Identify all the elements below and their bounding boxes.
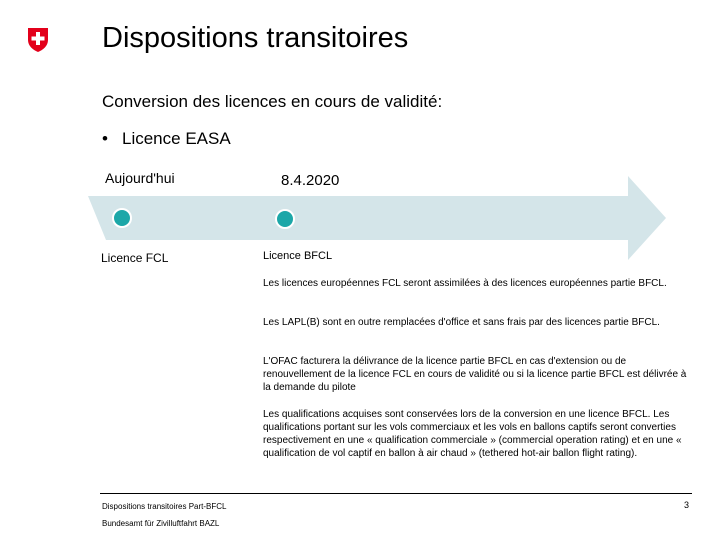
bullet-item: • Licence EASA — [102, 129, 231, 149]
page-number: 3 — [684, 500, 690, 510]
paragraph-billing: L'OFAC facturera la délivrance de la lic… — [263, 356, 687, 393]
timeline-arrow-shape — [88, 176, 666, 260]
slide-subtitle: Conversion des licences en cours de vali… — [102, 92, 443, 111]
timeline-marker-start — [112, 208, 132, 228]
timeline-end-label: 8.4.2020 — [281, 172, 340, 189]
timeline-arrow — [88, 176, 666, 260]
timeline-marker-end — [275, 209, 295, 229]
footer-agency: Bundesamt für Zivilluftfahrt BAZL — [102, 519, 220, 528]
paragraph-qualifications: Les qualifications acquises sont conserv… — [263, 409, 682, 459]
page-title: Dispositions transitoires — [102, 22, 409, 54]
bullet-marker: • — [102, 129, 108, 148]
swiss-shield-icon — [28, 28, 48, 52]
paragraph-assimilation: Les licences européennes FCL seront assi… — [263, 278, 667, 289]
timeline-start-label: Aujourd'hui — [105, 170, 175, 186]
footer-title: Dispositions transitoires Part-BFCL — [102, 502, 227, 511]
footer-divider — [100, 493, 692, 494]
paragraph-lapl: Les LAPL(B) sont en outre remplacées d'o… — [263, 317, 660, 328]
start-licence-label: Licence FCL — [101, 251, 169, 265]
end-licence-label: Licence BFCL — [263, 250, 333, 262]
bullet-text: Licence EASA — [122, 129, 231, 148]
